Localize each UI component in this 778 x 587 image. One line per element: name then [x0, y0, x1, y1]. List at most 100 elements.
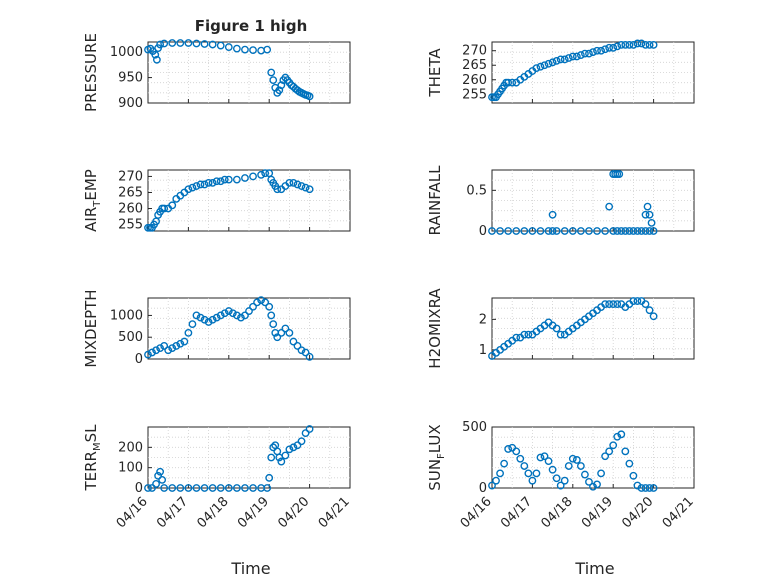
x-axis-label-left: Time [230, 559, 270, 578]
data-point [536, 227, 545, 235]
data-point [500, 459, 509, 468]
data-point [220, 309, 229, 318]
data-point [581, 49, 589, 58]
y-tick-label: 2 [479, 312, 487, 327]
data-point [585, 227, 593, 235]
data-point [176, 39, 185, 47]
data-point [160, 204, 169, 213]
data-point [576, 462, 585, 470]
data-point [261, 298, 270, 307]
data-point [285, 445, 294, 454]
x-axis-label-right: Time [574, 559, 614, 578]
y-axis-label: RAINFALL [426, 165, 444, 236]
data-point [613, 300, 622, 308]
data-point [629, 41, 638, 49]
data-point [160, 342, 169, 350]
grid [492, 427, 694, 488]
y-tick-label: 100 [118, 461, 143, 476]
data-point [158, 475, 167, 484]
data-point [285, 178, 294, 187]
data-point [148, 484, 156, 492]
data-point [237, 313, 245, 322]
y-tick-label: 265 [118, 185, 143, 200]
data-point [625, 459, 634, 468]
data-point [144, 350, 152, 359]
data-point [204, 318, 213, 326]
data-point [184, 484, 193, 492]
y-tick-label: 200 [118, 440, 143, 455]
data-point [641, 41, 650, 49]
data-point [609, 227, 618, 235]
data-point [609, 441, 618, 450]
data-point [532, 469, 541, 478]
grid [148, 42, 350, 103]
data-point [216, 484, 225, 492]
data-point [605, 300, 614, 308]
data-point [154, 471, 163, 480]
data-point [520, 462, 529, 470]
data-point [228, 309, 237, 318]
data-point [281, 324, 290, 333]
x-tick-label: 04/20 [619, 494, 656, 531]
y-tick-label: 260 [462, 73, 487, 88]
data-point [208, 40, 217, 49]
y-tick-label: 1000 [110, 45, 143, 60]
data-point [192, 311, 201, 320]
data-point [556, 55, 565, 64]
data-point [649, 484, 658, 492]
data-point [160, 39, 169, 48]
grid [148, 298, 350, 359]
data-point [305, 185, 314, 194]
data-point [496, 227, 504, 235]
data-point [552, 56, 561, 65]
data-point [208, 178, 217, 187]
data-point [232, 175, 241, 184]
data-point [261, 169, 270, 178]
data-point [148, 348, 156, 357]
data-point [216, 311, 225, 320]
data-point [605, 447, 614, 456]
data-point [267, 311, 276, 320]
data-point [196, 180, 205, 189]
data-point [621, 41, 630, 49]
data-point [241, 311, 249, 320]
data-point [192, 182, 201, 190]
data-point [249, 46, 257, 55]
data-point [621, 447, 630, 456]
data-point [176, 339, 185, 348]
data-point [593, 227, 601, 235]
data-point [560, 476, 569, 485]
data-point [188, 183, 197, 192]
data-point [617, 227, 626, 235]
data-point [212, 313, 221, 322]
data-point [176, 484, 185, 492]
data-point [601, 227, 610, 235]
y-tick-label: 1 [479, 343, 487, 358]
data-point [265, 302, 274, 311]
data-point [224, 43, 233, 51]
data-point [144, 484, 152, 492]
data-point [277, 328, 286, 337]
data-point [180, 337, 189, 346]
data-point [301, 429, 310, 437]
data-point [633, 227, 642, 235]
data-point [520, 330, 529, 339]
series-points [488, 39, 658, 102]
data-point [241, 174, 249, 182]
data-point [257, 296, 266, 305]
data-point [637, 484, 646, 492]
series-points [488, 297, 658, 360]
x-tick-label: 04/16 [114, 494, 151, 531]
data-point [544, 59, 553, 68]
data-point [548, 58, 557, 67]
data-point [232, 484, 241, 492]
data-point [552, 474, 561, 483]
data-point [629, 297, 638, 305]
y-tick-label: 0 [135, 481, 143, 496]
data-point [273, 185, 282, 194]
data-point [267, 453, 276, 462]
data-point [269, 320, 278, 329]
data-point [647, 218, 656, 227]
data-point [232, 44, 241, 53]
data-point [297, 346, 306, 355]
